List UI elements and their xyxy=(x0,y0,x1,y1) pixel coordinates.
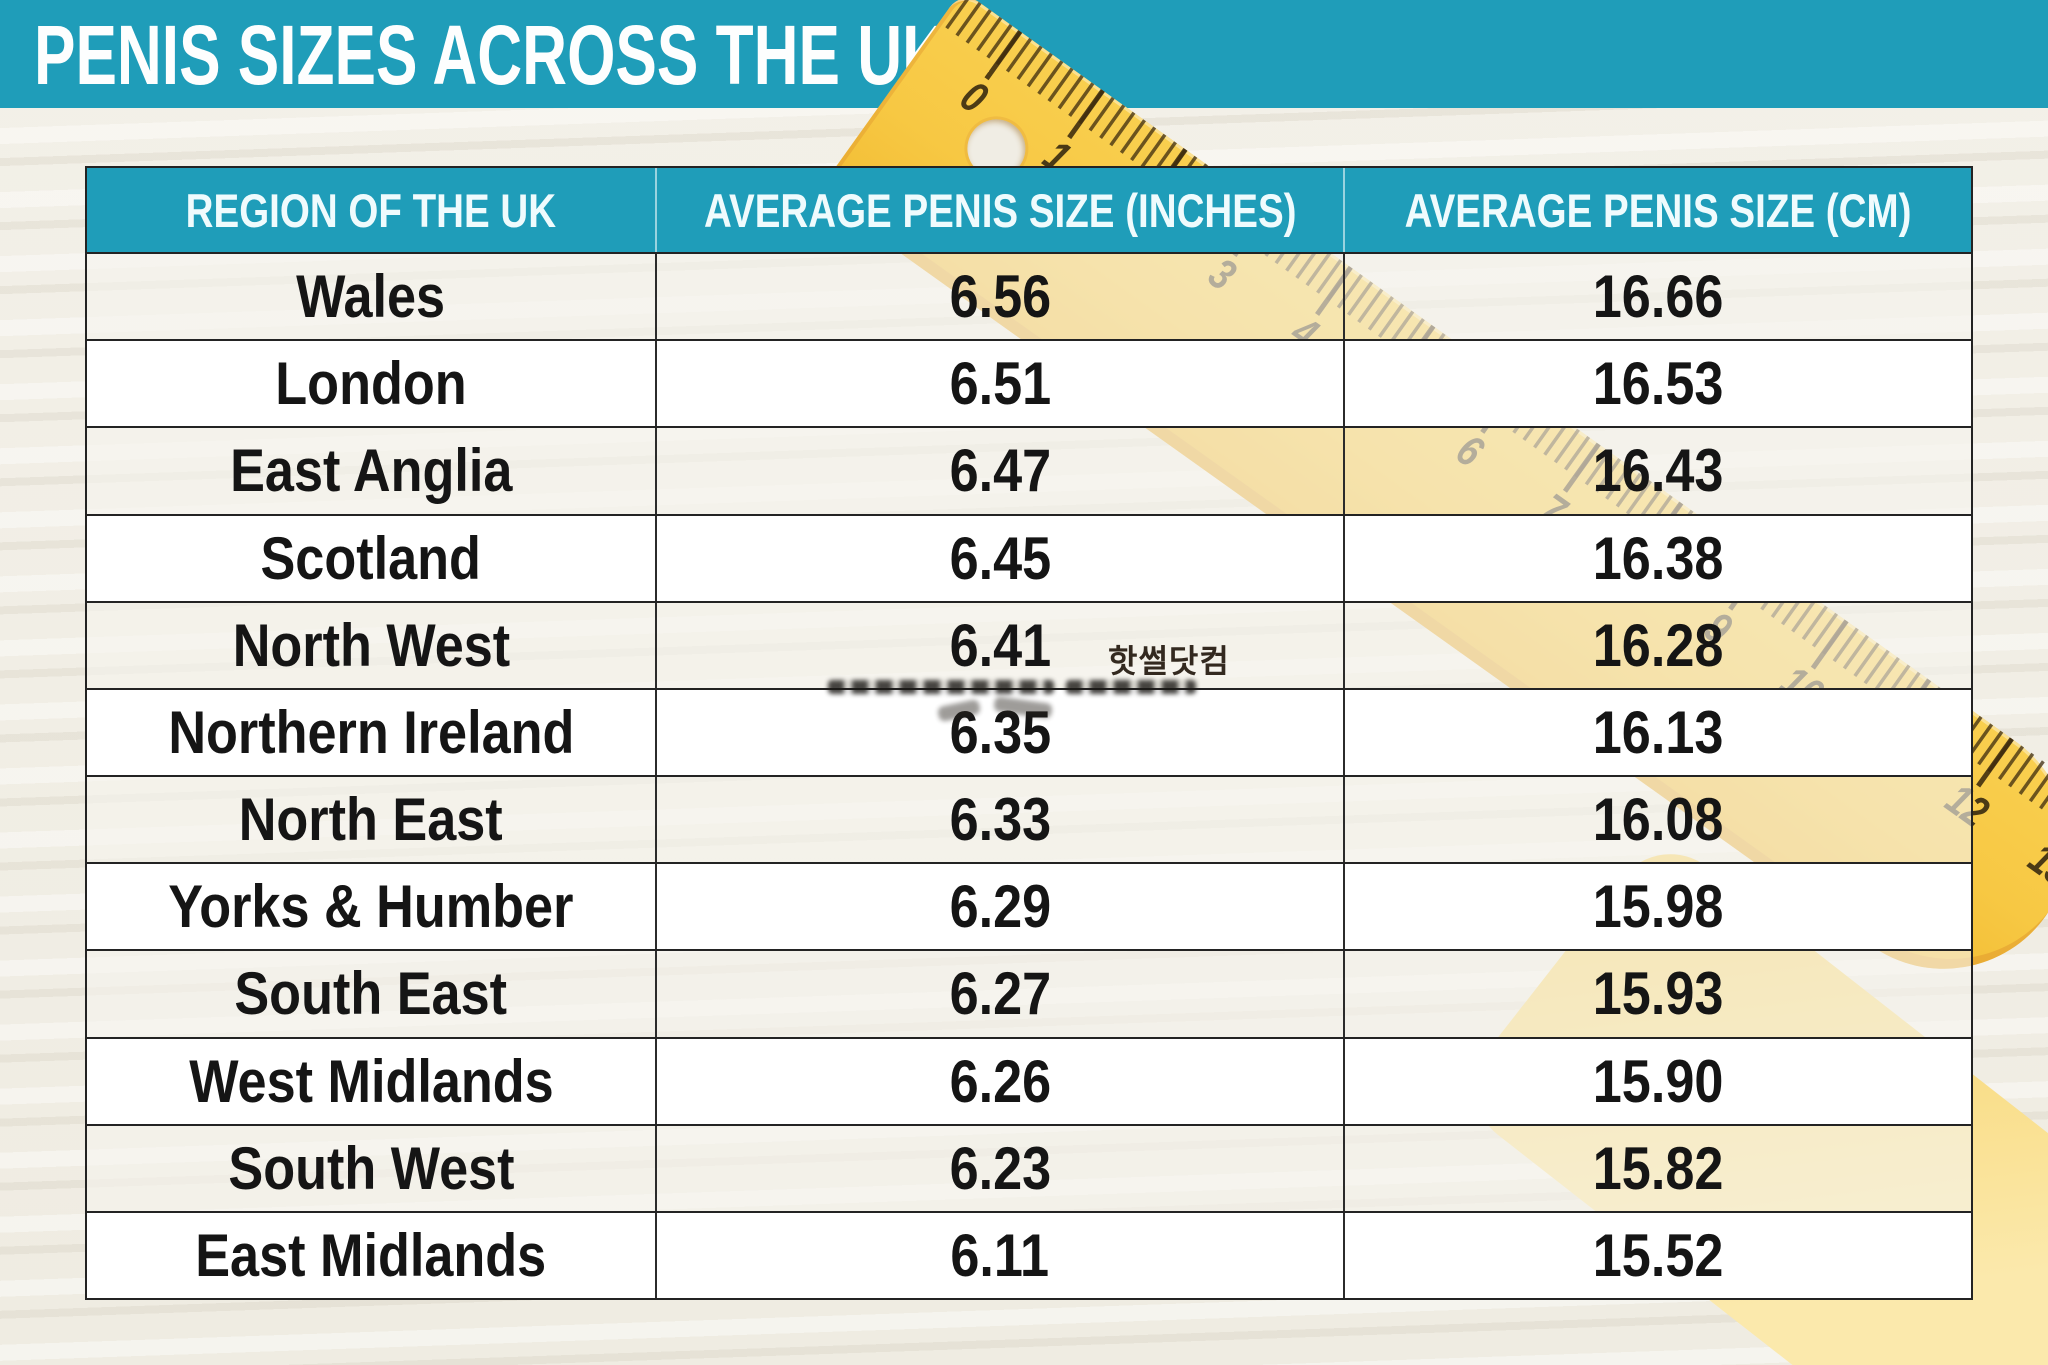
cell-region: South West xyxy=(87,1126,655,1211)
cell-cm: 15.98 xyxy=(1343,864,1971,950)
cell-cm-text: 16.08 xyxy=(1592,786,1724,854)
header-inches: AVERAGE PENIS SIZE (INCHES) xyxy=(655,168,1343,252)
cell-inches-text: 6.45 xyxy=(949,524,1051,592)
cell-cm: 16.13 xyxy=(1343,689,1971,776)
cell-inches-text: 6.41 xyxy=(949,611,1051,679)
page-title: PENIS SIZES ACROSS THE UK xyxy=(34,8,947,102)
data-table: REGION OF THE UK AVERAGE PENIS SIZE (INC… xyxy=(85,166,1973,1300)
cell-cm-text: 16.66 xyxy=(1592,263,1724,331)
blurred-watermark-smudge xyxy=(828,680,1054,694)
cell-inches-text: 6.47 xyxy=(949,437,1051,505)
cell-inches: 6.56 xyxy=(655,254,1343,340)
cell-cm: 16.38 xyxy=(1343,515,1971,601)
cell-inches: 6.51 xyxy=(655,341,1343,427)
table-row: North East 6.33 16.08 xyxy=(87,775,1971,863)
cell-cm-text: 15.93 xyxy=(1592,960,1724,1028)
cell-region-text: London xyxy=(275,350,467,418)
cell-inches-text: 6.51 xyxy=(949,350,1051,418)
cell-inches: 6.11 xyxy=(655,1212,1343,1299)
cell-cm-text: 16.53 xyxy=(1592,350,1724,418)
cell-region-text: South West xyxy=(227,1134,515,1202)
header-cm: AVERAGE PENIS SIZE (CM) xyxy=(1343,168,1971,252)
cell-cm: 16.66 xyxy=(1343,254,1971,340)
cell-cm: 15.82 xyxy=(1343,1125,1971,1211)
cell-inches: 6.23 xyxy=(655,1125,1343,1211)
cell-region-text: East Anglia xyxy=(229,437,513,505)
cell-inches: 6.41 xyxy=(655,602,1343,688)
header-region: REGION OF THE UK xyxy=(185,183,557,237)
table-row: North West 6.41 16.28 xyxy=(87,600,1971,688)
ruler-number-13: 13 xyxy=(2019,833,2048,897)
table-row: South East 6.27 15.93 xyxy=(87,949,1971,1037)
table-row: Northern Ireland 6.35 16.13 xyxy=(87,687,1971,776)
cell-cm-text: 16.28 xyxy=(1592,611,1724,679)
cell-region: Yorks & Humber xyxy=(87,864,655,949)
table-row: East Anglia 6.47 16.43 xyxy=(87,426,1971,514)
cell-region: South East xyxy=(87,951,655,1036)
cell-region-text: South East xyxy=(234,960,508,1028)
table-row: Yorks & Humber 6.29 15.98 xyxy=(87,862,1971,950)
cell-region-text: North West xyxy=(232,611,510,679)
table-row: South West 6.23 15.82 xyxy=(87,1123,1971,1211)
cell-region-text: Northern Ireland xyxy=(167,698,575,766)
cell-inches-text: 6.23 xyxy=(949,1134,1051,1202)
cell-inches: 6.26 xyxy=(655,1038,1343,1124)
blurred-watermark-smudge xyxy=(1066,680,1196,694)
cell-inches-text: 6.27 xyxy=(949,960,1051,1028)
cell-cm: 16.43 xyxy=(1343,428,1971,514)
cell-cm: 15.90 xyxy=(1343,1038,1971,1124)
cell-cm: 16.08 xyxy=(1343,777,1971,863)
cell-inches-text: 6.29 xyxy=(949,873,1051,941)
table-header-row: REGION OF THE UK AVERAGE PENIS SIZE (INC… xyxy=(87,168,1971,252)
cell-inches: 6.45 xyxy=(655,515,1343,601)
cell-region-text: Scotland xyxy=(260,524,482,592)
cell-inches: 6.35 xyxy=(655,689,1343,776)
cell-cm-text: 16.43 xyxy=(1592,437,1724,505)
cell-inches-text: 6.35 xyxy=(949,698,1051,766)
cell-region-text: Yorks & Humber xyxy=(168,873,574,941)
cell-region: Northern Ireland xyxy=(87,690,655,775)
cell-cm-text: 15.82 xyxy=(1592,1134,1724,1202)
table-row: London 6.51 16.53 xyxy=(87,339,1971,427)
cell-cm: 16.28 xyxy=(1343,602,1971,688)
cell-region: North East xyxy=(87,777,655,862)
cell-cm-text: 16.13 xyxy=(1592,698,1724,766)
cell-inches-text: 6.26 xyxy=(949,1047,1051,1115)
cell-cm-text: 15.52 xyxy=(1592,1221,1724,1289)
cell-cm-text: 15.98 xyxy=(1592,873,1724,941)
cell-region-text: Wales xyxy=(296,263,446,331)
cell-region: London xyxy=(87,341,655,426)
table-body: Wales 6.56 16.66 London 6.51 16.53 East Anglia… xyxy=(87,252,1971,1299)
watermark-text: 핫썰닷컴 xyxy=(1108,643,1230,679)
table-row: Wales 6.56 16.66 xyxy=(87,252,1971,340)
cell-inches: 6.47 xyxy=(655,428,1343,514)
cell-region: North West xyxy=(87,603,655,688)
cell-cm: 15.93 xyxy=(1343,951,1971,1037)
cell-inches: 6.27 xyxy=(655,951,1343,1037)
cell-inches: 6.29 xyxy=(655,864,1343,950)
cell-region-text: East Midlands xyxy=(195,1221,547,1289)
cell-region-text: West Midlands xyxy=(188,1047,554,1115)
cell-region-text: North East xyxy=(239,786,503,854)
cell-region: East Anglia xyxy=(87,428,655,513)
cell-inches-text: 6.11 xyxy=(950,1221,1050,1289)
cell-region: West Midlands xyxy=(87,1039,655,1124)
cell-region: East Midlands xyxy=(87,1213,655,1298)
cell-cm-text: 15.90 xyxy=(1592,1047,1724,1115)
table-row: West Midlands 6.26 15.90 xyxy=(87,1036,1971,1124)
cell-inches-text: 6.56 xyxy=(949,263,1051,331)
cell-inches-text: 6.33 xyxy=(949,786,1051,854)
cell-inches: 6.33 xyxy=(655,777,1343,863)
table-row: Scotland 6.45 16.38 xyxy=(87,513,1971,601)
cell-region: Scotland xyxy=(87,516,655,601)
cell-cm: 16.53 xyxy=(1343,341,1971,427)
cell-region: Wales xyxy=(87,254,655,339)
cell-cm: 15.52 xyxy=(1343,1212,1971,1299)
cell-cm-text: 16.38 xyxy=(1592,524,1724,592)
table-row: East Midlands 6.11 15.52 xyxy=(87,1210,1971,1299)
